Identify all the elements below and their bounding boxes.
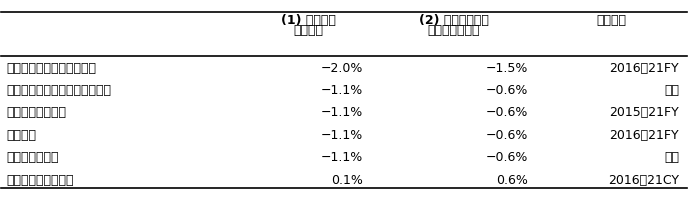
Text: −2.0%: −2.0% bbox=[321, 62, 363, 75]
Text: 民間エコノミスト: 民間エコノミスト bbox=[6, 106, 66, 119]
Text: 同上: 同上 bbox=[664, 151, 679, 164]
Text: −1.1%: −1.1% bbox=[321, 84, 363, 97]
Text: −1.1%: −1.1% bbox=[321, 106, 363, 119]
Text: −1.1%: −1.1% bbox=[321, 129, 363, 142]
Text: 一般国民（本研究）: 一般国民（本研究） bbox=[6, 174, 74, 187]
Text: 0.1%: 0.1% bbox=[332, 174, 363, 187]
Text: 内閣府（経済再生ケース）: 内閣府（経済再生ケース） bbox=[6, 62, 96, 75]
Text: 対象期間: 対象期間 bbox=[596, 14, 627, 27]
Text: (1) 予測誤差: (1) 予測誤差 bbox=[281, 14, 335, 27]
Text: 2016～21FY: 2016～21FY bbox=[610, 129, 679, 142]
Text: 内閣府（ベースラインケース）: 内閣府（ベースラインケース） bbox=[6, 84, 111, 97]
Text: −0.6%: −0.6% bbox=[486, 129, 528, 142]
Text: （年率）: （年率） bbox=[293, 24, 323, 37]
Text: 0.6%: 0.6% bbox=[496, 174, 528, 187]
Text: 上場企業: 上場企業 bbox=[6, 129, 36, 142]
Text: を除く仮定計算: を除く仮定計算 bbox=[428, 24, 480, 37]
Text: 中堅・中小企業: 中堅・中小企業 bbox=[6, 151, 58, 164]
Text: (2) コロナの影響: (2) コロナの影響 bbox=[419, 14, 488, 27]
Text: 同上: 同上 bbox=[664, 84, 679, 97]
Text: 2016～21FY: 2016～21FY bbox=[610, 62, 679, 75]
Text: −0.6%: −0.6% bbox=[486, 106, 528, 119]
Text: 2016～21CY: 2016～21CY bbox=[608, 174, 679, 187]
Text: −1.5%: −1.5% bbox=[486, 62, 528, 75]
Text: −1.1%: −1.1% bbox=[321, 151, 363, 164]
Text: −0.6%: −0.6% bbox=[486, 151, 528, 164]
Text: 2015～21FY: 2015～21FY bbox=[610, 106, 679, 119]
Text: −0.6%: −0.6% bbox=[486, 84, 528, 97]
